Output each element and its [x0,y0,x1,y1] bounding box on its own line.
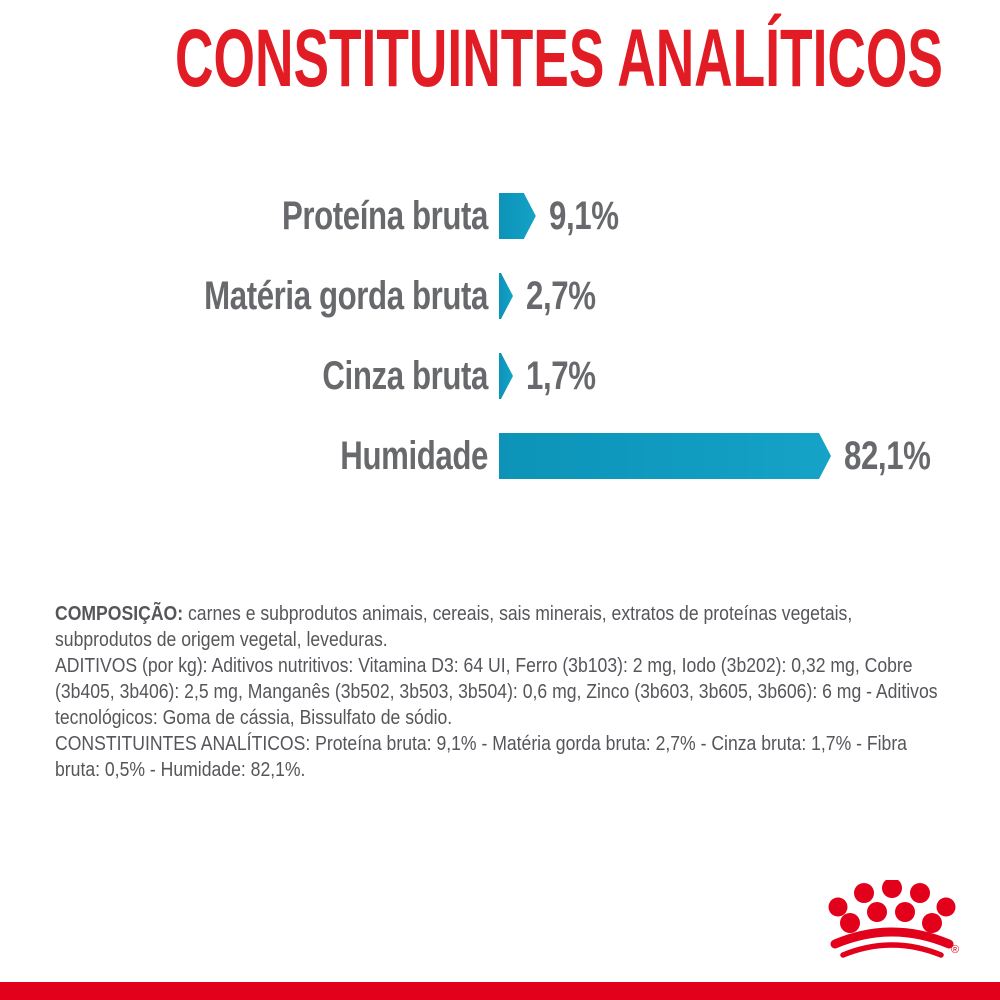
bar-label: Cinza bruta [322,353,488,398]
chart-row: Matéria gorda bruta 2,7% [0,256,1000,336]
bar-value: 2,7% [526,273,596,318]
chart-row: Proteína bruta 9,1% [0,176,1000,256]
composition-label: COMPOSIÇÃO: [55,603,184,625]
composition-text-block: COMPOSIÇÃO: carnes e subprodutos animais… [55,601,944,783]
bar-arrow [499,193,536,239]
bar-value: 1,7% [526,353,596,398]
analytical-paragraph: CONSTITUINTES ANALÍTICOS: Proteína bruta… [55,733,907,781]
bar-label: Proteína bruta [281,193,488,238]
composition-text: carnes e subprodutos animais, cereais, s… [55,603,853,651]
analytical-constituents-chart: Proteína bruta 9,1% Matéria gorda bruta 2,7… [0,176,1000,496]
additives-paragraph: ADITIVOS (por kg): Aditivos nutritivos: … [55,655,938,729]
registered-trademark-icon: ® [951,944,959,956]
composition-paragraph: COMPOSIÇÃO: carnes e subprodutos animais… [55,601,944,653]
crown-arcs [830,927,954,958]
bar-value: 9,1% [548,193,619,238]
bar-arrow [499,273,513,319]
bar-label: Matéria gorda bruta [204,273,488,318]
royal-canin-crown-logo: ® [828,880,959,958]
chart-row: Humidade 82,1% [0,416,1000,496]
bar-value: 82,1% [844,433,931,478]
footer-red-bar [0,982,1000,1000]
bar-arrow [499,353,513,399]
chart-row: Cinza bruta 1,7% [0,336,1000,416]
page-title: CONSTITUINTES ANALÍTICOS [175,13,943,104]
bar-arrow [499,433,831,479]
bar-label: Humidade [340,433,488,478]
crown-dots [828,880,956,933]
